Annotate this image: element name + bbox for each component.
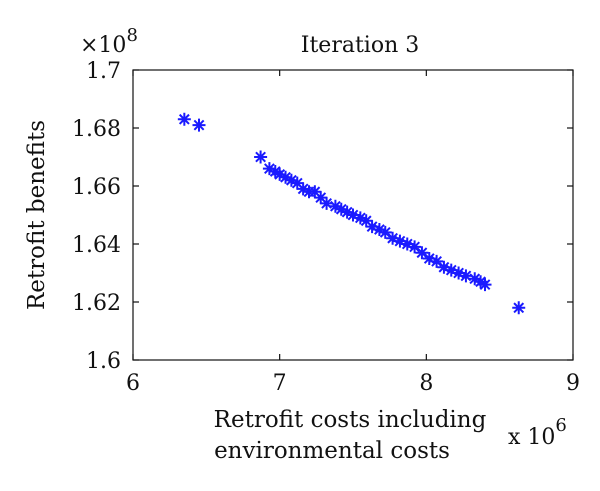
data-point-marker — [474, 275, 488, 289]
data-point-marker — [386, 231, 400, 245]
y-axis-multiplier: ×108 — [80, 25, 138, 58]
data-point-marker — [296, 182, 310, 196]
data-point-marker — [408, 240, 422, 254]
x-multiplier-power: 6 — [555, 415, 566, 436]
x-tick-label: 6 — [126, 371, 140, 396]
data-point-marker — [284, 173, 298, 187]
y-tick-label: 1.62 — [72, 291, 121, 316]
data-point-marker — [308, 185, 322, 199]
x-axis-title-line-1: Retrofit costs including — [214, 407, 487, 433]
y-tick-label: 1.7 — [86, 59, 121, 84]
data-point-marker — [365, 220, 379, 234]
plot-frame — [132, 69, 574, 361]
data-point-marker — [444, 263, 458, 277]
data-point-marker — [459, 269, 473, 283]
data-point-marker — [314, 191, 328, 205]
plot-area — [132, 69, 574, 361]
data-point-marker — [422, 252, 436, 265]
data-point-marker — [254, 150, 268, 164]
data-point-marker — [393, 234, 407, 248]
y-axis-title: Retrofit benefits — [24, 120, 50, 310]
y-multiplier-base: ×10 — [80, 33, 126, 58]
y-tick-label: 1.64 — [72, 233, 121, 258]
data-point-marker — [268, 165, 282, 178]
x-axis-multiplier: x 106 — [508, 415, 567, 450]
data-point-marker — [437, 260, 451, 274]
x-tick-label: 9 — [566, 371, 580, 396]
data-point-marker — [279, 170, 293, 184]
chart-title: Iteration 3 — [301, 33, 419, 58]
y-multiplier-power: 8 — [126, 25, 137, 46]
data-point-marker — [328, 199, 342, 213]
data-point-marker — [340, 205, 354, 219]
data-point-marker — [372, 223, 386, 236]
data-point-marker — [400, 237, 414, 251]
x-multiplier-base: x 10 — [508, 425, 555, 450]
data-point-marker — [192, 118, 206, 132]
y-tick-label: 1.68 — [72, 117, 121, 142]
data-points — [177, 112, 526, 315]
data-point-marker — [262, 162, 276, 176]
data-point-marker — [430, 254, 444, 268]
x-tick-label: 8 — [419, 371, 433, 396]
x-tick-label: 7 — [273, 371, 287, 396]
data-point-marker — [452, 266, 466, 280]
data-point-marker — [415, 246, 429, 260]
data-point-marker — [290, 176, 304, 190]
x-axis-title-line-2: environmental costs — [214, 438, 450, 464]
data-point-marker — [353, 211, 367, 225]
y-tick-label: 1.66 — [72, 175, 121, 200]
data-point-marker — [346, 208, 360, 222]
data-point-marker — [320, 196, 334, 210]
data-point-marker — [273, 167, 287, 181]
data-point-marker — [378, 225, 392, 239]
data-point-marker — [334, 202, 348, 216]
data-point-marker — [468, 272, 482, 286]
data-point-marker — [177, 112, 191, 126]
data-point-marker — [512, 301, 526, 315]
data-point-marker — [359, 214, 373, 228]
y-axis: 1.6 1.62 1.64 1.66 1.68 1.7 — [72, 59, 573, 374]
y-tick-label: 1.6 — [86, 349, 121, 374]
data-point-marker — [478, 278, 492, 292]
x-axis: 6 7 8 9 — [126, 70, 580, 396]
